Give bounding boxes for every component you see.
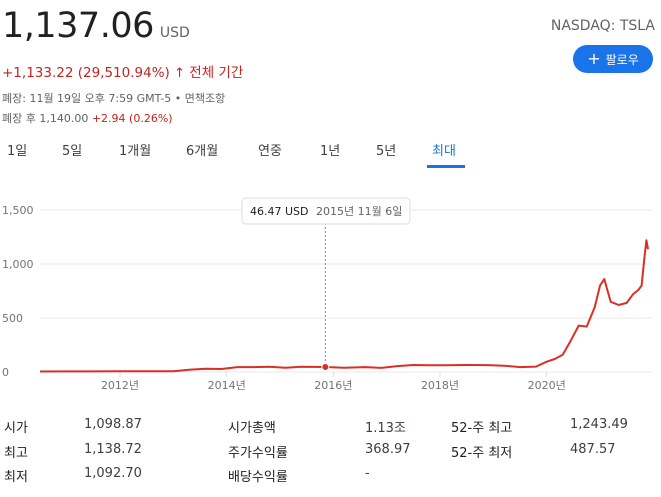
stat-label-high: 최고 [4, 446, 28, 461]
stat-label-52w-high: 52-주 최고 [451, 421, 513, 436]
plus-icon: + [587, 49, 601, 68]
after-hours-change: +2.94 (0.26%) [91, 112, 173, 125]
stat-value-52w-low: 487.57 [570, 442, 616, 457]
after-hours-price: 폐장 후 1,140.00 [2, 112, 89, 125]
x-tick-label: 2012년 [101, 379, 139, 392]
tooltip-value: 46.47 USD [250, 205, 309, 218]
x-tick-label: 2020년 [528, 379, 566, 392]
ticker-symbol: NASDAQ: TSLA [550, 18, 655, 34]
tab-5y[interactable]: 5년 [376, 144, 397, 159]
tab-5d[interactable]: 5일 [62, 144, 83, 159]
stat-label-open: 시가 [4, 421, 28, 436]
y-tick-label: 1,000 [2, 258, 34, 271]
arrow-up-icon: ↑ [174, 66, 185, 81]
tab-max[interactable]: 최대 [432, 144, 456, 159]
tab-ytd[interactable]: 연중 [258, 144, 282, 159]
tab-1m[interactable]: 1개월 [119, 144, 152, 159]
tooltip-date: 2015년 11월 6일 [316, 204, 402, 218]
price-change-row: +1,133.22 (29,510.94%) ↑ 전체 기간 [2, 61, 243, 81]
stat-label-pe-ratio: 주가수익률 [228, 446, 288, 461]
price-chart-svg[interactable]: 0 500 1,000 1,500 2012년 2014년 2016년 2018년 2020년 4… [0, 190, 661, 398]
y-tick-label: 500 [2, 312, 23, 325]
y-tick-label: 0 [2, 366, 9, 379]
stat-label-market-cap: 시가총액 [228, 421, 276, 436]
stat-label-low: 최저 [4, 470, 28, 485]
stat-value-market-cap: 1.13조 [365, 421, 406, 436]
stat-value-high: 1,138.72 [84, 442, 142, 457]
tooltip-box [241, 197, 411, 225]
y-tick-label: 1,500 [2, 204, 34, 217]
stat-label-52w-low: 52-주 최저 [451, 446, 513, 461]
active-tab-indicator [427, 165, 465, 168]
hover-point [321, 362, 330, 371]
stat-label-dividend: 배당수익률 [228, 470, 288, 485]
tab-1d[interactable]: 1일 [7, 144, 28, 159]
price-chart[interactable]: 0 500 1,000 1,500 2012년 2014년 2016년 2018년 2020년 4… [0, 190, 661, 402]
tab-6m[interactable]: 6개월 [186, 144, 219, 159]
x-tick-label: 2018년 [421, 379, 459, 392]
stat-value-open: 1,098.87 [84, 417, 142, 432]
price-change: +1,133.22 (29,510.94%) [2, 65, 170, 81]
price-line [39, 239, 649, 373]
follow-button[interactable]: + 팔로우 [573, 45, 653, 73]
after-hours-info: 폐장 후 1,140.00 +2.94 (0.26%) [2, 110, 173, 126]
tab-1y[interactable]: 1년 [320, 144, 341, 159]
stat-value-pe-ratio: 368.97 [365, 442, 411, 457]
change-period: 전체 기간 [189, 65, 244, 81]
market-close-info: 폐장: 11월 19일 오후 7:59 GMT-5 • 면책조항 [2, 92, 226, 105]
x-tick-label: 2014년 [208, 379, 246, 392]
x-tick-label: 2016년 [314, 379, 352, 392]
range-tabs: 1일 5일 1개월 6개월 연중 1년 5년 최대 [0, 140, 661, 170]
currency-label: USD [159, 25, 190, 41]
stat-value-dividend: - [365, 466, 370, 481]
stat-value-52w-high: 1,243.49 [570, 417, 628, 432]
price-row: 1,137.06 USD [2, 6, 190, 46]
stat-value-low: 1,092.70 [84, 466, 142, 481]
current-price: 1,137.06 [2, 6, 154, 46]
follow-button-label: 팔로우 [605, 52, 639, 67]
